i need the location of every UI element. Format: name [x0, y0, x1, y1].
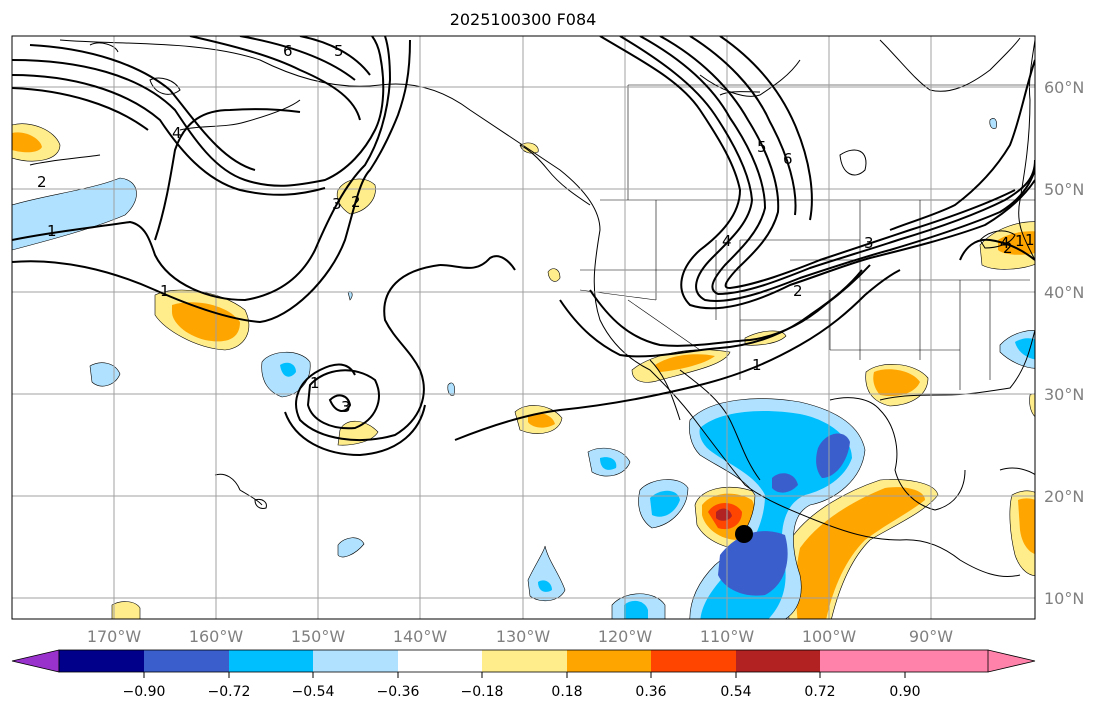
- contour-label: 3: [341, 398, 351, 416]
- colorbar-extend-max: [905, 650, 1035, 672]
- map-title: 2025100300 F084: [450, 10, 597, 29]
- colorbar: −0.90 −0.72 −0.54 −0.36 −0.18 0.18 0.36 …: [11, 649, 1036, 700]
- lon-label: 170°W: [87, 627, 142, 646]
- colorbar-tick-label: −0.54: [292, 684, 335, 700]
- contour-label: 6: [783, 150, 793, 168]
- lon-label: 160°W: [189, 627, 244, 646]
- contour-label: 3: [332, 195, 342, 213]
- lat-label: 30°N: [1044, 385, 1084, 404]
- lon-label: 90°W: [909, 627, 953, 646]
- colorbar-segment: [482, 650, 567, 672]
- colorbar-ticks: [143, 672, 906, 678]
- contour-labels: 6 5 4 3 2 2 1 1 1 3 2 4 5 6 3 2 1 1 1 4: [37, 42, 1035, 416]
- lat-label: 40°N: [1044, 283, 1084, 302]
- contour-label: 1: [47, 222, 57, 240]
- contour-label: 4: [1000, 234, 1010, 252]
- colorbar-tick-label: −0.72: [208, 684, 251, 700]
- colorbar-segment: [567, 650, 651, 672]
- colorbar-tick-label: 0.54: [720, 684, 751, 700]
- lon-label: 130°W: [496, 627, 551, 646]
- contour-label: 5: [334, 42, 344, 60]
- colorbar-extend-min: [11, 649, 60, 673]
- colorbar-tick-labels: −0.90 −0.72 −0.54 −0.36 −0.18 0.18 0.36 …: [123, 684, 921, 700]
- colorbar-outline-right: [987, 649, 1036, 673]
- contour-label: 6: [283, 42, 293, 60]
- colorbar-segment: [736, 650, 820, 672]
- colorbar-segment: [229, 650, 313, 672]
- lon-label: 150°W: [291, 627, 346, 646]
- lat-label: 60°N: [1044, 78, 1084, 97]
- contour-label: 1: [310, 374, 320, 392]
- contour-label: 1: [1025, 231, 1035, 249]
- graticule: [12, 36, 1035, 619]
- lat-label: 10°N: [1044, 589, 1084, 608]
- contour-label: 1: [160, 282, 170, 300]
- contour-label: 2: [351, 193, 361, 211]
- contour-label: 2: [37, 173, 47, 191]
- colorbar-segment: [313, 650, 398, 672]
- colorbar-segment: [144, 650, 229, 672]
- longitude-labels: 170°W 160°W 150°W 140°W 130°W 120°W 110°…: [87, 627, 953, 646]
- contour-label: 2: [793, 282, 803, 300]
- contour-label: 2: [1003, 239, 1013, 257]
- colorbar-tick-label: 0.90: [889, 684, 920, 700]
- map-frame: [11, 35, 1036, 620]
- lon-label: 100°W: [802, 627, 857, 646]
- contour-label: 4: [172, 124, 182, 142]
- contour-label: 1: [752, 356, 762, 374]
- colorbar-tick-label: 0.18: [551, 684, 582, 700]
- contour-label: 3: [864, 234, 874, 252]
- lat-label: 50°N: [1044, 180, 1084, 199]
- colorbar-segment: [398, 650, 482, 672]
- contour-label: 4: [722, 232, 732, 250]
- colorbar-segment: [651, 650, 736, 672]
- colorbar-outline: [58, 649, 989, 673]
- lat-label: 20°N: [1044, 487, 1084, 506]
- lon-label: 140°W: [393, 627, 448, 646]
- storm-center-marker: [735, 525, 753, 543]
- lon-label: 110°W: [700, 627, 755, 646]
- colorbar-tick-label: 0.36: [635, 684, 666, 700]
- coastlines-borders: [29, 37, 1035, 578]
- latitude-labels: 60°N 50°N 40°N 30°N 20°N 10°N: [1044, 78, 1084, 608]
- colorbar-tick-label: −0.18: [461, 684, 504, 700]
- colorbar-tick-label: −0.90: [123, 684, 166, 700]
- negative-anomaly-shading: [12, 118, 1035, 619]
- contour-label: 5: [757, 138, 767, 156]
- colorbar-tick-label: −0.36: [377, 684, 420, 700]
- contour-label: 1: [1015, 232, 1025, 250]
- colorbar-segment: [820, 650, 905, 672]
- map-plot-area: 6 5 4 3 2 2 1 1 1 3 2 4 5 6 3 2 1 1 1 4: [12, 36, 1035, 619]
- contour-lines: [12, 36, 1035, 457]
- lon-label: 120°W: [598, 627, 653, 646]
- colorbar-segment: [59, 650, 144, 672]
- colorbar-tick-label: 0.72: [804, 684, 835, 700]
